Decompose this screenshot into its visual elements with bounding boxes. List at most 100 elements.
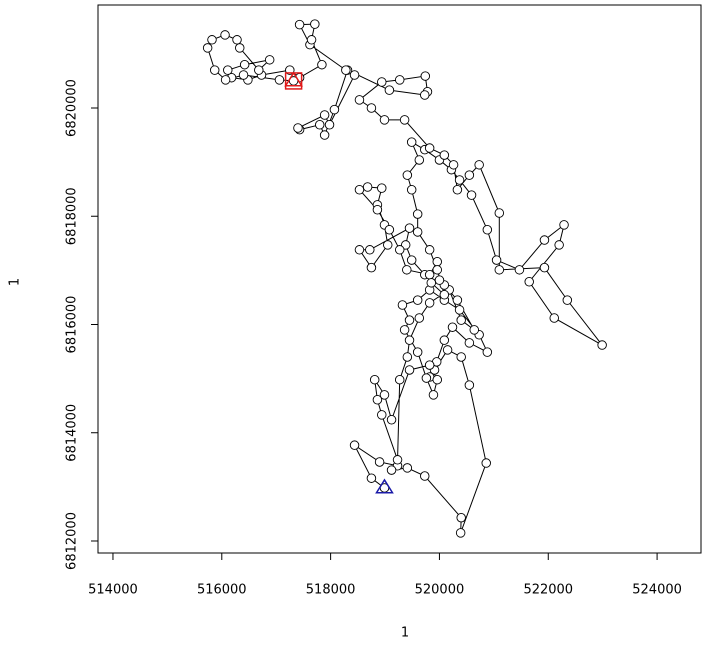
x-tick-label: 524000 xyxy=(632,583,682,598)
point xyxy=(274,75,285,85)
point xyxy=(366,103,377,113)
point xyxy=(329,104,340,115)
point xyxy=(372,204,383,215)
point xyxy=(354,184,365,195)
x-tick-label: 514000 xyxy=(88,583,138,598)
point xyxy=(239,59,250,70)
point xyxy=(384,85,395,95)
point xyxy=(402,170,413,180)
point xyxy=(524,276,534,287)
point xyxy=(469,325,480,335)
point xyxy=(442,345,453,355)
point xyxy=(234,43,245,53)
point xyxy=(310,19,320,29)
point xyxy=(414,313,425,323)
point xyxy=(379,390,390,400)
point xyxy=(420,71,431,81)
point xyxy=(220,75,231,85)
point xyxy=(426,278,437,288)
point xyxy=(372,394,383,405)
point xyxy=(379,115,390,125)
point xyxy=(456,352,466,362)
y-tick-label: 6814000 xyxy=(65,404,80,462)
point xyxy=(349,440,360,450)
point xyxy=(562,295,573,305)
point xyxy=(374,457,385,467)
point xyxy=(394,374,405,385)
point xyxy=(432,374,443,385)
point xyxy=(439,150,450,160)
plot-box xyxy=(97,4,702,554)
point xyxy=(319,130,330,140)
point xyxy=(207,35,217,45)
point xyxy=(377,77,387,87)
point xyxy=(402,265,412,275)
point xyxy=(447,322,458,332)
x-axis-label: 1 xyxy=(401,626,409,641)
point xyxy=(404,335,415,345)
point xyxy=(452,295,463,305)
x-tick-label: 522000 xyxy=(523,583,573,598)
point xyxy=(365,245,375,255)
point xyxy=(428,390,439,400)
point xyxy=(494,208,505,218)
point xyxy=(549,313,559,323)
point xyxy=(539,235,550,245)
point xyxy=(382,240,393,250)
point xyxy=(254,65,264,75)
point xyxy=(362,182,373,192)
point xyxy=(366,262,377,273)
point xyxy=(474,160,484,170)
point xyxy=(494,265,505,275)
point xyxy=(482,347,493,357)
y-axis-label: 1 xyxy=(8,278,23,286)
point xyxy=(399,325,410,335)
point xyxy=(349,70,360,80)
point xyxy=(402,463,413,473)
point xyxy=(464,170,475,180)
point xyxy=(306,35,317,45)
x-tick-label: 520000 xyxy=(415,583,465,598)
track-line xyxy=(207,23,603,534)
point xyxy=(232,35,242,45)
point xyxy=(377,410,387,420)
point xyxy=(419,471,430,481)
start-marker xyxy=(375,478,394,494)
point xyxy=(406,137,417,147)
point xyxy=(238,70,249,80)
end-square xyxy=(284,72,303,90)
y-tick-label: 6816000 xyxy=(65,296,80,354)
point xyxy=(439,335,450,345)
point xyxy=(424,360,435,370)
point xyxy=(491,255,502,265)
point xyxy=(394,75,405,85)
point xyxy=(294,19,305,30)
point xyxy=(448,160,459,170)
point xyxy=(314,120,325,130)
point xyxy=(455,528,466,538)
point xyxy=(384,225,395,235)
point xyxy=(394,245,405,255)
point xyxy=(386,414,397,425)
point xyxy=(293,123,303,133)
point xyxy=(392,455,403,465)
point xyxy=(439,289,450,300)
point xyxy=(419,90,430,100)
point xyxy=(404,315,415,325)
point xyxy=(404,223,415,233)
y-tick-label: 6820000 xyxy=(65,79,80,137)
point xyxy=(559,220,569,230)
point xyxy=(514,265,525,275)
point xyxy=(456,315,466,325)
point xyxy=(421,373,432,383)
point xyxy=(386,465,397,475)
point xyxy=(366,473,377,483)
point xyxy=(424,298,435,308)
point xyxy=(539,262,550,273)
point xyxy=(414,155,425,165)
point xyxy=(341,65,351,75)
point xyxy=(354,95,365,105)
point xyxy=(402,352,413,362)
